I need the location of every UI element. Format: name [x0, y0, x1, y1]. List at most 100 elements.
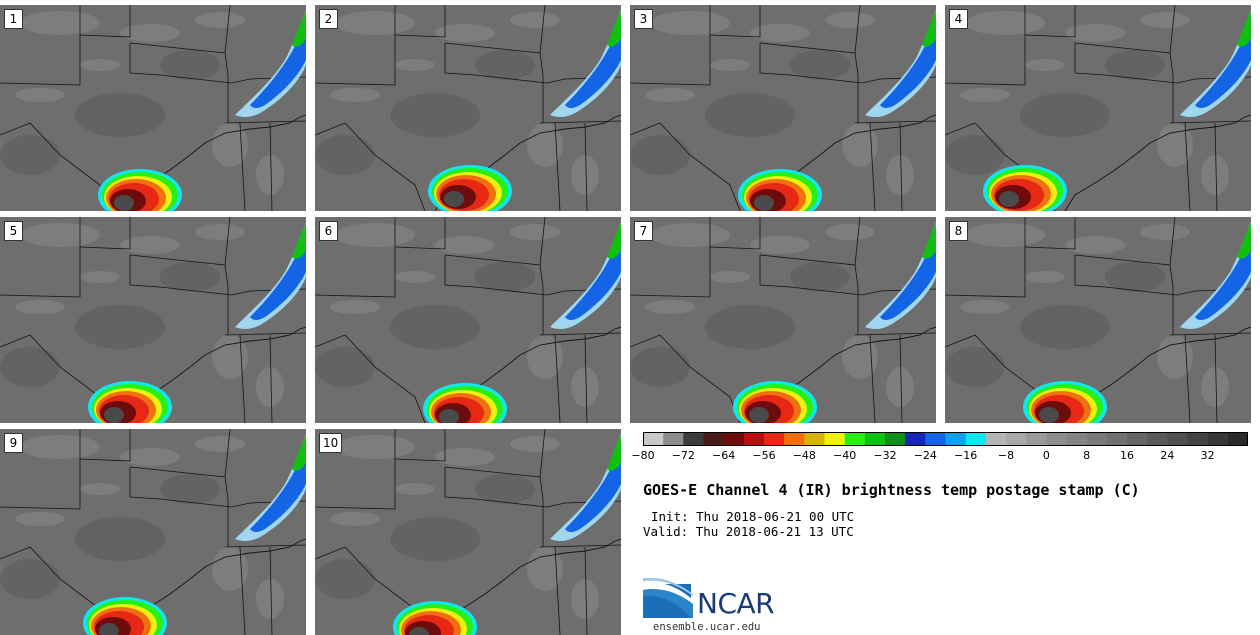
northeast-cloud-band — [550, 434, 621, 542]
panel-label: 2 — [319, 9, 338, 29]
colorbar-border — [643, 432, 1248, 446]
map-panel-2: 2 — [315, 5, 621, 211]
convective-cluster — [428, 165, 512, 211]
colorbar-tick-label: 16 — [1120, 449, 1134, 462]
ir-map — [315, 429, 621, 635]
colorbar-tick-label: 0 — [1042, 449, 1050, 462]
colorbar-bin — [1106, 432, 1128, 446]
ir-map — [0, 429, 306, 635]
colorbar-bin — [985, 432, 1007, 446]
convective-cluster — [738, 169, 822, 211]
northeast-cloud-band — [235, 434, 306, 542]
panel-label: 10 — [319, 433, 343, 453]
convective-cluster — [733, 381, 817, 423]
convective-cluster — [83, 597, 167, 635]
colorbar-bin — [1147, 432, 1168, 446]
ir-map — [945, 5, 1251, 211]
colorbar-bin — [723, 432, 745, 446]
map-panel-7: 7 — [630, 217, 936, 423]
colorbar-tick-label: −48 — [792, 449, 816, 462]
colorbar-tick-label: 32 — [1200, 449, 1215, 462]
colorbar-tick-label: −64 — [712, 449, 736, 462]
colorbar-bin — [864, 432, 886, 446]
ncar-logo-text: NCAR — [697, 587, 775, 620]
panel-label: 5 — [4, 221, 23, 241]
colorbar-tick-label: −40 — [833, 449, 857, 462]
valid-time: Valid: Thu 2018-06-21 13 UTC — [643, 524, 854, 539]
colorbar-bin — [663, 432, 684, 446]
ir-map — [630, 217, 936, 423]
ir-map — [0, 217, 306, 423]
map-panel-10: 10 — [315, 429, 621, 635]
northeast-cloud-band — [865, 222, 936, 330]
colorbar-bin — [925, 432, 946, 446]
map-panel-4: 4 — [945, 5, 1251, 211]
panel-label: 1 — [4, 9, 23, 29]
colorbar-bin — [743, 432, 765, 446]
colorbar-bin — [1207, 432, 1229, 446]
colorbar-bin — [1046, 432, 1067, 446]
colorbar-tick-label: −72 — [671, 449, 695, 462]
colorbar-bin — [764, 432, 785, 446]
northeast-cloud-band — [550, 10, 621, 118]
map-panel-3: 3 — [630, 5, 936, 211]
colorbar-bin — [824, 432, 845, 446]
colorbar-tick-label: −24 — [913, 449, 937, 462]
map-panel-5: 5 — [0, 217, 306, 423]
colorbar-bin — [683, 432, 704, 446]
colorbar-tick-label: 8 — [1083, 449, 1091, 462]
map-panel-1: 1 — [0, 5, 306, 211]
convective-cluster — [98, 169, 182, 211]
init-time: Init: Thu 2018-06-21 00 UTC — [651, 509, 855, 524]
colorbar-tick-labels: −80 −72 −64 −56 −48 −40 −32 −24 −16 −8 0 8 16 24 32 — [631, 449, 1253, 465]
panel-label: 6 — [319, 221, 338, 241]
map-panel-6: 6 — [315, 217, 621, 423]
map-panel-9: 9 — [0, 429, 306, 635]
colorbar-tick-label: −16 — [954, 449, 978, 462]
colorbar-bin — [1006, 432, 1027, 446]
colorbar-tick-label: −32 — [873, 449, 897, 462]
colorbar — [643, 432, 1248, 446]
convective-cluster — [393, 601, 477, 635]
ir-map — [945, 217, 1251, 423]
convective-cluster — [88, 381, 172, 423]
convective-cluster — [983, 165, 1067, 211]
convective-cluster — [423, 383, 507, 423]
colorbar-bin — [965, 432, 987, 446]
panel-label: 4 — [949, 9, 968, 29]
convective-cluster — [1023, 381, 1107, 423]
colorbar-tick-label: −8 — [997, 449, 1015, 462]
colorbar-bin — [1227, 432, 1248, 446]
colorbar-bin — [1167, 432, 1188, 446]
colorbar-bin — [844, 432, 866, 446]
figure-title: GOES-E Channel 4 (IR) brightness temp po… — [643, 481, 1140, 499]
ir-map — [0, 5, 306, 211]
northeast-cloud-band — [235, 222, 306, 330]
northeast-cloud-band — [550, 222, 621, 330]
colorbar-bin — [1187, 432, 1208, 446]
northeast-cloud-band — [1180, 222, 1251, 330]
colorbar-bin — [885, 432, 906, 446]
northeast-cloud-band — [235, 10, 306, 118]
panel-label: 9 — [4, 433, 23, 453]
colorbar-bin — [945, 432, 966, 446]
colorbar-bin — [703, 432, 724, 446]
northeast-cloud-band — [1180, 10, 1251, 118]
colorbar-tick-label: −56 — [752, 449, 776, 462]
site-url: ensemble.ucar.edu — [653, 621, 761, 633]
colorbar-bin — [1026, 432, 1047, 446]
colorbar-tick-label: −80 — [631, 449, 655, 462]
ir-map — [315, 217, 621, 423]
colorbar-bin — [1086, 432, 1108, 446]
panel-label: 8 — [949, 221, 968, 241]
colorbar-bin — [784, 432, 805, 446]
ncar-logo-icon — [643, 578, 693, 618]
panel-label: 7 — [634, 221, 653, 241]
colorbar-bin — [804, 432, 825, 446]
colorbar-bin — [1066, 432, 1087, 446]
colorbar-tick-label: 24 — [1160, 449, 1175, 462]
colorbar-bin — [1127, 432, 1148, 446]
northeast-cloud-band — [865, 10, 936, 118]
ir-map — [630, 5, 936, 211]
map-panel-8: 8 — [945, 217, 1251, 423]
